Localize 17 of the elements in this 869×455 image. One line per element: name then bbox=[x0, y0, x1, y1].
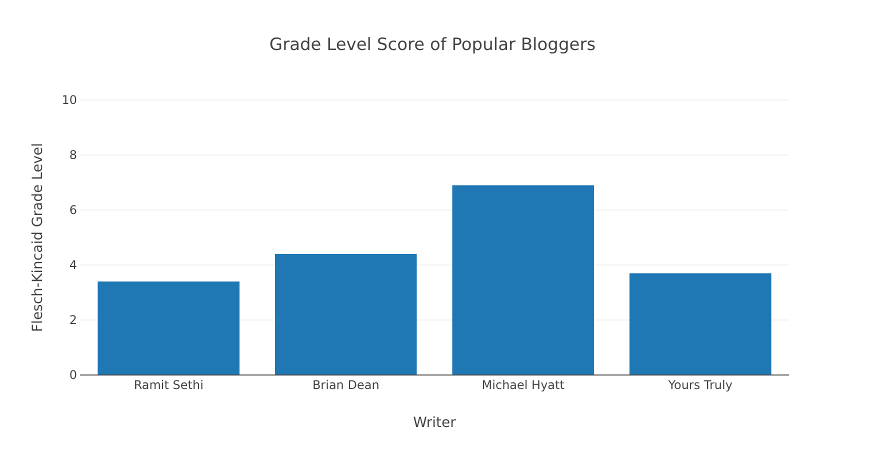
chart-title: Grade Level Score of Popular Bloggers bbox=[269, 35, 596, 55]
x-tick-label: Brian Dean bbox=[312, 378, 380, 392]
bar bbox=[98, 282, 240, 375]
y-tick-label: 4 bbox=[69, 258, 77, 272]
y-tick-label: 8 bbox=[69, 148, 77, 162]
y-tick-label: 2 bbox=[69, 313, 77, 328]
x-tick-label: Ramit Sethi bbox=[134, 378, 204, 392]
x-tick-label: Yours Truly bbox=[667, 378, 732, 392]
y-tick-label: 10 bbox=[62, 93, 77, 108]
x-axis-title: Writer bbox=[413, 415, 456, 431]
bar bbox=[629, 273, 772, 375]
x-tick-label: Michael Hyatt bbox=[482, 378, 565, 392]
y-axis-title: Flesch-Kincaid Grade Level bbox=[30, 142, 46, 332]
y-tick-label: 0 bbox=[69, 368, 77, 382]
bar bbox=[274, 254, 417, 375]
bar bbox=[452, 185, 594, 375]
y-tick-label: 6 bbox=[69, 203, 77, 218]
